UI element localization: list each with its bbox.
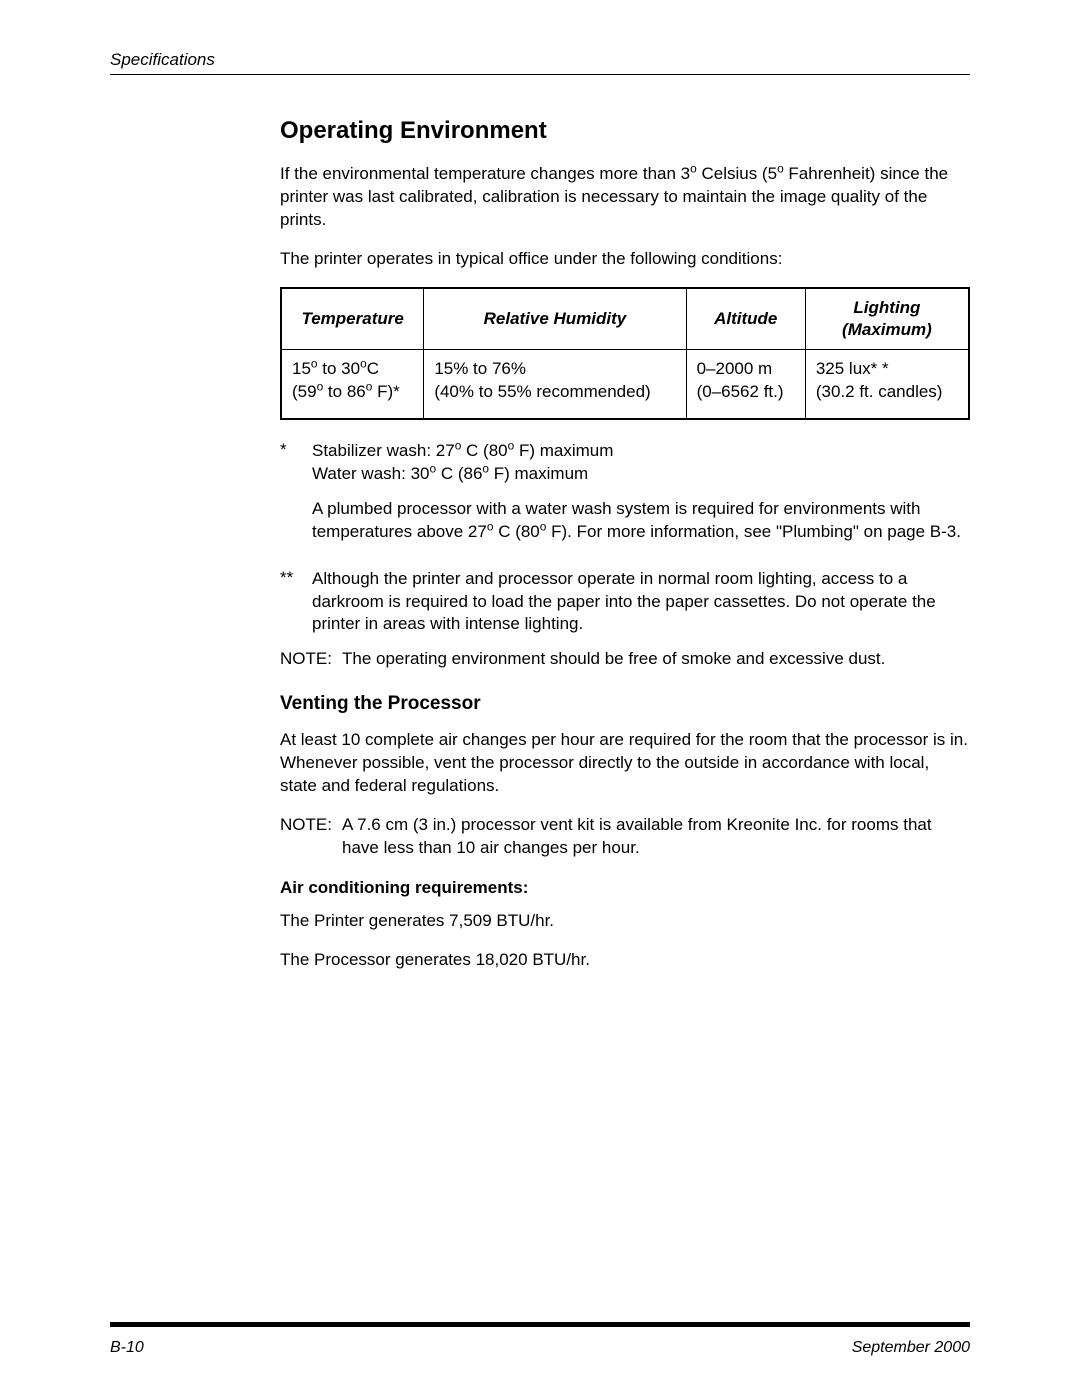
footer-rule [110, 1322, 970, 1327]
ac-requirements-heading: Air conditioning requirements: [280, 878, 970, 898]
note-2-label: NOTE: [280, 814, 342, 860]
ac-line-1: The Printer generates 7,509 BTU/hr. [280, 910, 970, 933]
page-header: Specifications [110, 50, 970, 75]
col-header-lighting: Lighting(Maximum) [805, 288, 969, 350]
footnote-1: * Stabilizer wash: 27o C (80o F) maximum… [280, 440, 970, 556]
header-section-label: Specifications [110, 50, 215, 69]
footnote-1-para-2: A plumbed processor with a water wash sy… [312, 498, 970, 544]
cell-temperature: 15o to 30oC(59o to 86o F)* [281, 349, 424, 418]
footnote-2-text: Although the printer and processor opera… [312, 568, 970, 637]
main-heading: Operating Environment [280, 117, 970, 145]
note-1-label: NOTE: [280, 648, 342, 671]
intro-paragraph: If the environmental temperature changes… [280, 163, 970, 232]
cell-altitude: 0–2000 m(0–6562 ft.) [686, 349, 805, 418]
ac-line-2: The Processor generates 18,020 BTU/hr. [280, 949, 970, 972]
footnote-2-marker: ** [280, 568, 312, 637]
note-2-text: A 7.6 cm (3 in.) processor vent kit is a… [342, 814, 970, 860]
note-1: NOTE: The operating environment should b… [280, 648, 970, 671]
footer-date: September 2000 [852, 1339, 970, 1357]
page-footer: B-10 September 2000 [110, 1339, 970, 1357]
footnote-2: ** Although the printer and processor op… [280, 568, 970, 637]
content-area: Operating Environment If the environment… [280, 117, 970, 972]
sub-heading-venting: Venting the Processor [280, 693, 970, 715]
note-1-text: The operating environment should be free… [342, 648, 885, 671]
footer-page-number: B-10 [110, 1339, 144, 1357]
table-row: 15o to 30oC(59o to 86o F)* 15% to 76%(40… [281, 349, 969, 418]
footnote-1-marker: * [280, 440, 312, 556]
footnote-1-para-1: Stabilizer wash: 27o C (80o F) maximumWa… [312, 440, 970, 486]
environment-table: Temperature Relative Humidity Altitude L… [280, 287, 970, 420]
col-header-humidity: Relative Humidity [424, 288, 686, 350]
cell-lighting: 325 lux* *(30.2 ft. candles) [805, 349, 969, 418]
venting-paragraph: At least 10 complete air changes per hou… [280, 729, 970, 798]
col-header-altitude: Altitude [686, 288, 805, 350]
conditions-paragraph: The printer operates in typical office u… [280, 248, 970, 271]
col-header-temperature: Temperature [281, 288, 424, 350]
note-2: NOTE: A 7.6 cm (3 in.) processor vent ki… [280, 814, 970, 860]
cell-humidity: 15% to 76%(40% to 55% recommended) [424, 349, 686, 418]
footnote-1-text: Stabilizer wash: 27o C (80o F) maximumWa… [312, 440, 970, 556]
